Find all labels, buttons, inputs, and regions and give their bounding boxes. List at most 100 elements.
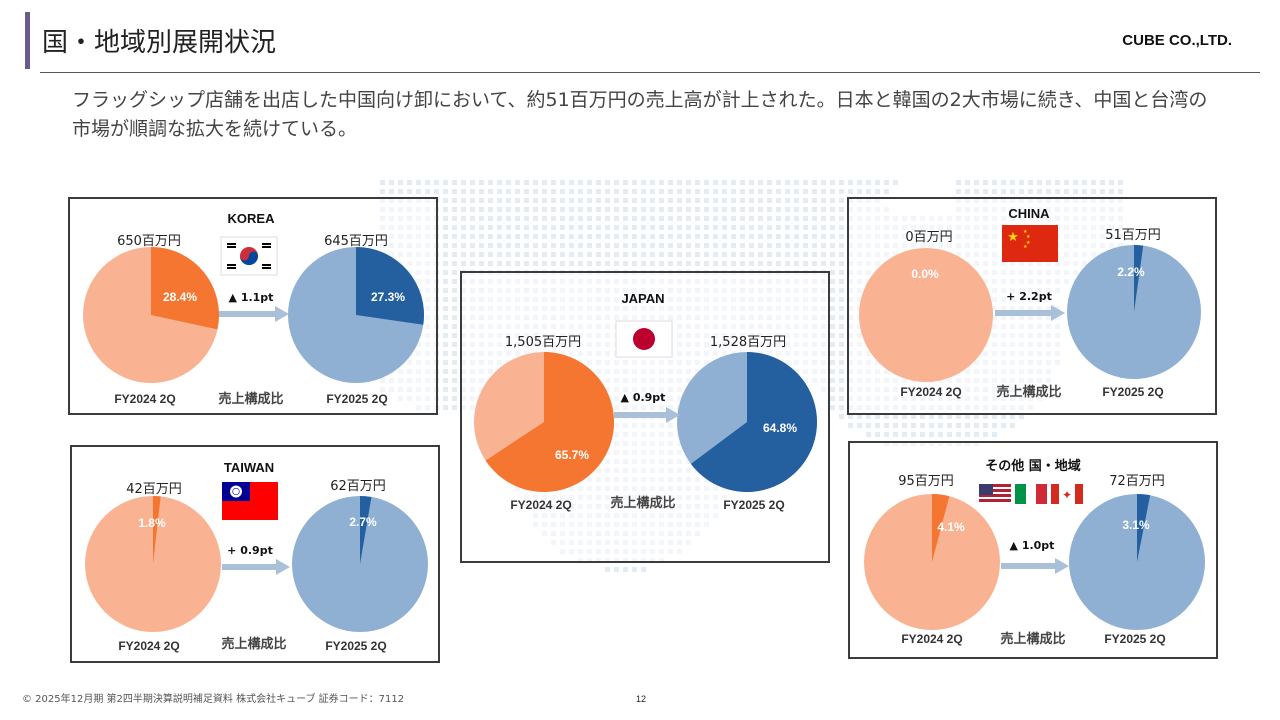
map-dot: [767, 198, 772, 203]
map-dot: [1001, 180, 1006, 185]
map-dot: [812, 216, 817, 221]
map-dot: [497, 225, 502, 230]
map-dot: [1109, 180, 1114, 185]
map-dot: [596, 234, 601, 239]
map-dot: [524, 261, 529, 266]
map-dot: [542, 234, 547, 239]
prev-share-label: 0.0%: [911, 267, 939, 281]
map-dot: [812, 243, 817, 248]
map-dot: [857, 189, 862, 194]
map-dot: [704, 207, 709, 212]
map-dot: [488, 243, 493, 248]
map-dot: [659, 180, 664, 185]
page-title: 国・地域別展開状況: [42, 28, 277, 58]
map-dot: [713, 243, 718, 248]
map-dot: [641, 261, 646, 266]
map-dot: [929, 432, 934, 437]
map-dot: [758, 207, 763, 212]
map-dot: [839, 333, 844, 338]
map-dot: [983, 432, 988, 437]
map-dot: [461, 225, 466, 230]
map-dot: [578, 207, 583, 212]
map-dot: [722, 252, 727, 257]
map-dot: [443, 252, 448, 257]
map-dot: [587, 216, 592, 221]
panel-title: CHINA: [1008, 206, 1050, 221]
map-dot: [506, 216, 511, 221]
map-dot: [1019, 180, 1024, 185]
map-dot: [839, 342, 844, 347]
map-dot: [533, 243, 538, 248]
map-dot: [488, 198, 493, 203]
map-dot: [569, 189, 574, 194]
map-dot: [830, 351, 835, 356]
map-dot: [677, 243, 682, 248]
map-dot: [1028, 180, 1033, 185]
map-dot: [704, 216, 709, 221]
map-dot: [641, 198, 646, 203]
map-dot: [686, 216, 691, 221]
middle-label: 売上構成比: [1000, 631, 1065, 647]
map-dot: [515, 234, 520, 239]
map-dot: [839, 243, 844, 248]
map-dot: [443, 396, 448, 401]
map-dot: [668, 252, 673, 257]
prev-period: FY2024 2Q: [114, 392, 175, 406]
map-dot: [821, 198, 826, 203]
map-dot: [515, 216, 520, 221]
map-dot: [461, 198, 466, 203]
map-dot: [506, 207, 511, 212]
map-dot: [470, 252, 475, 257]
map-dot: [695, 216, 700, 221]
map-dot: [461, 180, 466, 185]
map-dot: [839, 207, 844, 212]
map-dot: [515, 189, 520, 194]
map-dot: [452, 351, 457, 356]
map-dot: [677, 216, 682, 221]
map-dot: [830, 333, 835, 338]
map-dot: [920, 414, 925, 419]
map-dot: [443, 306, 448, 311]
map-dot: [848, 423, 853, 428]
pie-slice-share: [151, 247, 220, 330]
map-dot: [839, 351, 844, 356]
map-dot: [803, 261, 808, 266]
map-dot: [470, 216, 475, 221]
pie-slice-rest: [859, 248, 993, 382]
map-dot: [1046, 180, 1051, 185]
map-dot: [497, 234, 502, 239]
map-dot: [1019, 414, 1024, 419]
map-dot: [803, 243, 808, 248]
map-dot: [821, 252, 826, 257]
map-dot: [839, 288, 844, 293]
map-dot: [686, 180, 691, 185]
prev-amount: 1,505百万円: [505, 335, 581, 350]
map-dot: [875, 432, 880, 437]
chart-taiwan: TAIWAN 42百万円 62百万円 1.8% 2.7% + 0.9pt FY2…: [85, 460, 428, 653]
cur-amount: 62百万円: [330, 479, 386, 494]
map-dot: [542, 207, 547, 212]
map-dot: [605, 225, 610, 230]
cur-period: FY2025 2Q: [1104, 632, 1165, 646]
map-dot: [479, 207, 484, 212]
map-dot: [461, 243, 466, 248]
map-dot: [623, 243, 628, 248]
map-dot: [560, 216, 565, 221]
map-dot: [839, 225, 844, 230]
map-dot: [659, 234, 664, 239]
map-dot: [776, 216, 781, 221]
map-dot: [902, 423, 907, 428]
map-dot: [668, 225, 673, 230]
map-dot: [785, 189, 790, 194]
map-dot: [794, 225, 799, 230]
map-dot: [830, 216, 835, 221]
map-dot: [488, 252, 493, 257]
map-dot: [839, 198, 844, 203]
map-dot: [479, 243, 484, 248]
map-dot: [866, 414, 871, 419]
cur-amount: 645百万円: [324, 234, 388, 249]
map-dot: [794, 216, 799, 221]
map-dot: [749, 198, 754, 203]
map-dot: [749, 207, 754, 212]
map-dot: [416, 180, 421, 185]
